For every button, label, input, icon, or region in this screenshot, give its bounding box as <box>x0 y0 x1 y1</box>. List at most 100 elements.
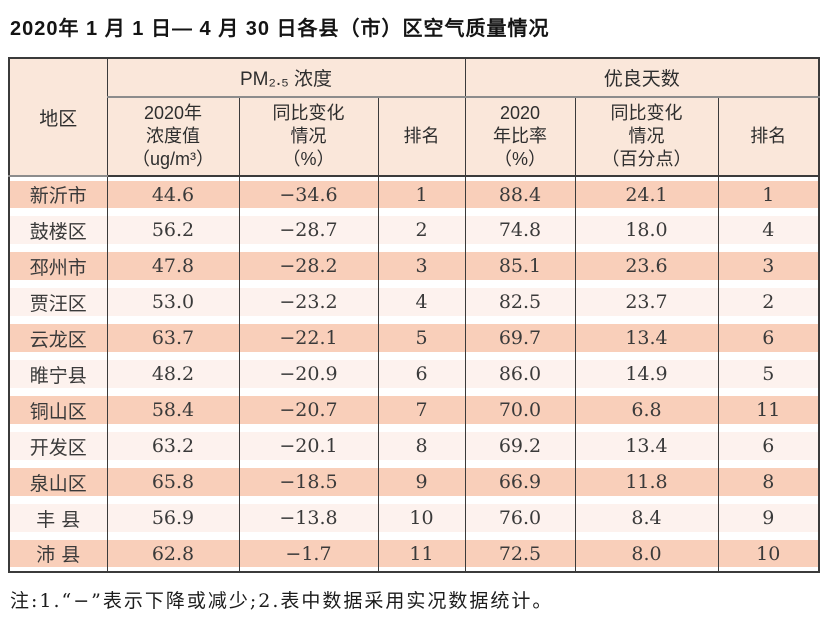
pm-value-cell: 56.9 <box>106 500 240 536</box>
pm-rank-cell: 4 <box>377 284 466 320</box>
region-cell: 开发区 <box>8 428 108 464</box>
good-ratio-cell: 76.0 <box>464 500 576 536</box>
table-row: 鼓楼区 56.2 −28.7 2 74.8 18.0 4 <box>8 212 820 248</box>
pm-rank-cell: 3 <box>377 248 466 284</box>
good-change-cell: 8.4 <box>574 500 719 536</box>
good-change-cell: 14.9 <box>574 356 719 392</box>
pm-rank-cell: 7 <box>377 392 466 428</box>
pm-value-cell: 63.7 <box>106 320 240 356</box>
good-ratio-cell: 88.4 <box>464 176 576 212</box>
pm-rank-cell: 11 <box>377 536 466 572</box>
pm-change-cell: −22.1 <box>238 320 379 356</box>
good-rank-cell: 11 <box>717 392 820 428</box>
table-row: 泉山区 65.8 −18.5 9 66.9 11.8 8 <box>8 464 820 500</box>
pm-change-cell: −13.8 <box>238 500 379 536</box>
pm-rank-cell: 5 <box>377 320 466 356</box>
pm-change-cell: −28.2 <box>238 248 379 284</box>
pm-value-cell: 47.8 <box>106 248 240 284</box>
pm-value-cell: 63.2 <box>106 428 240 464</box>
good-rank-cell: 8 <box>717 464 820 500</box>
table-row: 贾汪区 53.0 −23.2 4 82.5 23.7 2 <box>8 284 820 320</box>
good-ratio-cell: 86.0 <box>464 356 576 392</box>
header-group-row: 地区 PM₂.₅ 浓度 优良天数 <box>8 58 820 177</box>
pm-change-cell: −20.9 <box>238 356 379 392</box>
pm-change-cell: −28.7 <box>238 212 379 248</box>
good-rank-cell: 6 <box>717 428 820 464</box>
good-change-cell: 13.4 <box>574 428 719 464</box>
good-ratio-cell: 82.5 <box>464 284 576 320</box>
pm-change-cell: −20.1 <box>238 428 379 464</box>
pm-change-cell: −1.7 <box>238 536 379 572</box>
table-row: 开发区 63.2 −20.1 8 69.2 13.4 6 <box>8 428 820 464</box>
footnote: 注:1.“−”表示下降或减少;2.表中数据采用实况数据统计。 <box>10 590 554 612</box>
pm-value-cell: 58.4 <box>106 392 240 428</box>
air-quality-table: 地区 PM₂.₅ 浓度 优良天数 2020年 浓度值 （ug/m³） 同比变化 … <box>8 57 821 573</box>
region-cell: 鼓楼区 <box>8 212 108 248</box>
col-header-good-yoy-change: 同比变化 情况 （百分点） <box>574 97 719 177</box>
good-rank-cell: 5 <box>717 356 820 392</box>
table-body: 新沂市 44.6 −34.6 1 88.4 24.1 1 鼓楼区 56.2 −2… <box>8 176 820 572</box>
page-title: 2020年 1 月 1 日— 4 月 30 日各县（市）区空气质量情况 <box>10 18 550 40</box>
table-row: 云龙区 63.7 −22.1 5 69.7 13.4 6 <box>8 320 820 356</box>
region-cell: 丰 县 <box>8 500 108 536</box>
pm-value-cell: 62.8 <box>106 536 240 572</box>
pm-change-cell: −20.7 <box>238 392 379 428</box>
good-change-cell: 23.6 <box>574 248 719 284</box>
good-ratio-cell: 66.9 <box>464 464 576 500</box>
region-cell: 沛 县 <box>8 536 108 572</box>
table-header: 地区 PM₂.₅ 浓度 优良天数 2020年 浓度值 （ug/m³） 同比变化 … <box>8 58 820 177</box>
region-cell: 贾汪区 <box>8 284 108 320</box>
region-cell: 邳州市 <box>8 248 108 284</box>
good-rank-cell: 2 <box>717 284 820 320</box>
good-ratio-cell: 69.7 <box>464 320 576 356</box>
good-change-cell: 11.8 <box>574 464 719 500</box>
good-change-cell: 24.1 <box>574 176 719 212</box>
good-ratio-cell: 70.0 <box>464 392 576 428</box>
good-rank-cell: 9 <box>717 500 820 536</box>
pm-change-cell: −34.6 <box>238 176 379 212</box>
table-row: 丰 县 56.9 −13.8 10 76.0 8.4 9 <box>8 500 820 536</box>
region-cell: 泉山区 <box>8 464 108 500</box>
good-ratio-cell: 74.8 <box>464 212 576 248</box>
good-ratio-cell: 69.2 <box>464 428 576 464</box>
col-header-pm-rank: 排名 <box>377 97 466 177</box>
pm-value-cell: 65.8 <box>106 464 240 500</box>
col-header-good-2020-ratio: 2020 年比率 （%） <box>464 97 576 177</box>
pm-value-cell: 53.0 <box>106 284 240 320</box>
pm-value-cell: 44.6 <box>106 176 240 212</box>
pm-value-cell: 48.2 <box>106 356 240 392</box>
pm-rank-cell: 9 <box>377 464 466 500</box>
col-header-pm-yoy-change: 同比变化 情况 （%） <box>238 97 379 177</box>
good-rank-cell: 4 <box>717 212 820 248</box>
good-rank-cell: 10 <box>717 536 820 572</box>
pm-change-cell: −18.5 <box>238 464 379 500</box>
pm-rank-cell: 2 <box>377 212 466 248</box>
region-cell: 云龙区 <box>8 320 108 356</box>
pm-rank-cell: 10 <box>377 500 466 536</box>
col-header-pm-2020-value: 2020年 浓度值 （ug/m³） <box>106 97 240 177</box>
header-sub-row: 2020年 浓度值 （ug/m³） 同比变化 情况 （%） 排名 2020 年比… <box>9 97 820 177</box>
region-cell: 睢宁县 <box>8 356 108 392</box>
col-header-region: 地区 <box>8 58 108 177</box>
good-change-cell: 23.7 <box>574 284 719 320</box>
col-group-good-days: 优良天数 <box>464 58 820 98</box>
good-change-cell: 13.4 <box>574 320 719 356</box>
pm-value-cell: 56.2 <box>106 212 240 248</box>
pm-rank-cell: 6 <box>377 356 466 392</box>
table-row: 铜山区 58.4 −20.7 7 70.0 6.8 11 <box>8 392 820 428</box>
good-rank-cell: 1 <box>717 176 820 212</box>
table-row: 睢宁县 48.2 −20.9 6 86.0 14.9 5 <box>8 356 820 392</box>
pm-change-cell: −23.2 <box>238 284 379 320</box>
good-change-cell: 18.0 <box>574 212 719 248</box>
table-row: 新沂市 44.6 −34.6 1 88.4 24.1 1 <box>8 176 820 212</box>
good-change-cell: 6.8 <box>574 392 719 428</box>
region-cell: 新沂市 <box>8 176 108 212</box>
table-row: 沛 县 62.8 −1.7 11 72.5 8.0 10 <box>8 536 820 572</box>
good-rank-cell: 6 <box>717 320 820 356</box>
good-change-cell: 8.0 <box>574 536 719 572</box>
pm-rank-cell: 8 <box>377 428 466 464</box>
col-header-good-rank: 排名 <box>717 97 820 177</box>
good-ratio-cell: 85.1 <box>464 248 576 284</box>
table-row: 邳州市 47.8 −28.2 3 85.1 23.6 3 <box>8 248 820 284</box>
